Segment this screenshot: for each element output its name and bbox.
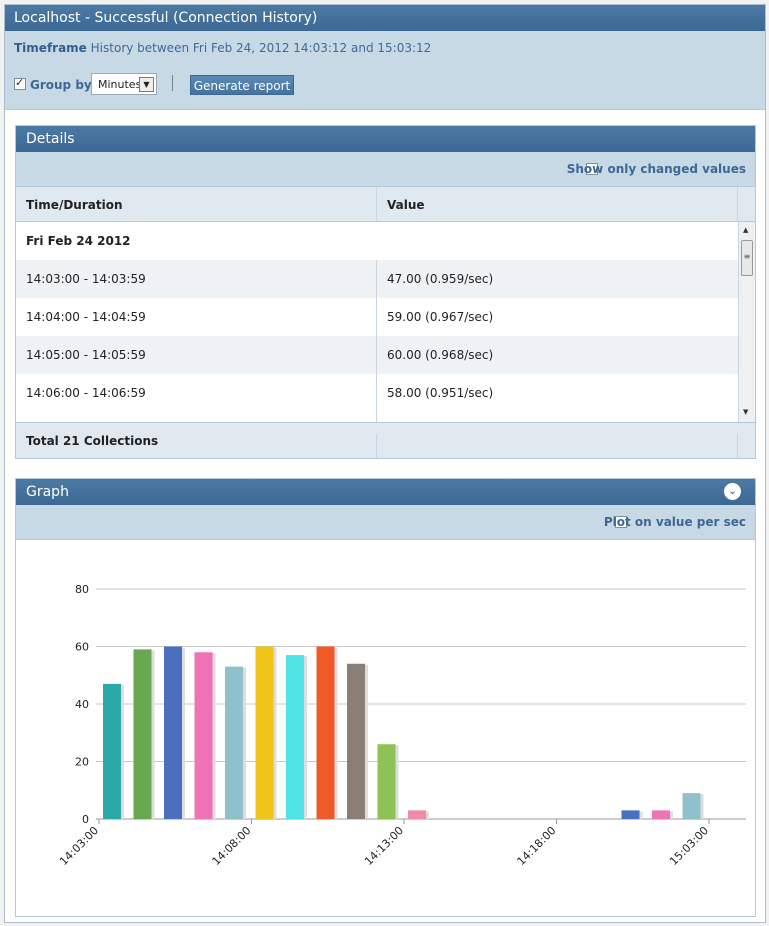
- show-changed-label[interactable]: Show only changed values: [566, 162, 746, 176]
- chevron-down-icon[interactable]: ▼: [139, 77, 154, 92]
- bar: [621, 810, 640, 819]
- table-row[interactable]: 14:04:00 - 14:04:59 59.00 (0.967/sec): [16, 298, 755, 336]
- timeframe-label: Timeframe: [14, 41, 87, 55]
- timeframe-text: History between Fri Feb 24, 2012 14:03:1…: [90, 41, 432, 55]
- bar: [286, 655, 304, 819]
- timeframe: Timeframe History between Fri Feb 24, 20…: [14, 41, 431, 55]
- graph-toolbar: Plot on value per sec: [16, 505, 755, 539]
- column-value[interactable]: Value: [387, 198, 425, 212]
- plot-per-sec-label[interactable]: Plot on value per sec: [603, 515, 746, 529]
- bar: [652, 810, 670, 819]
- bar: [316, 646, 335, 819]
- bar: [408, 810, 426, 819]
- window-title: Localhost - Successful (Connection Histo…: [5, 5, 765, 31]
- bar: [347, 663, 365, 819]
- y-tick-label: 40: [75, 698, 89, 711]
- group-by-value: Minutes: [98, 78, 142, 91]
- x-tick-label: 14:08:00: [209, 824, 253, 868]
- plot-per-sec-checkbox[interactable]: [615, 516, 627, 528]
- details-panel: Details Show only changed values Time/Du…: [15, 125, 756, 459]
- y-tick-label: 0: [82, 813, 89, 826]
- table-row[interactable]: 14:06:00 - 14:06:59 58.00 (0.951/sec): [16, 374, 755, 412]
- graph-header: Graph ⌄: [16, 479, 755, 505]
- group-by-row: Group by Minutes ▼ Generate report: [14, 71, 754, 95]
- table-footer: Total 21 Collections: [16, 422, 755, 458]
- total-collections: Total 21 Collections: [26, 434, 159, 448]
- content-area: Details Show only changed values Time/Du…: [5, 109, 765, 922]
- table-body: Fri Feb 24 2012 14:03:00 - 14:03:59 47.0…: [16, 222, 755, 422]
- graph-panel: Graph ⌄ Plot on value per sec 0 20 40 60 80 1…: [15, 478, 756, 917]
- collapse-icon[interactable]: ⌄: [724, 483, 741, 500]
- scroll-up-icon[interactable]: ▲: [743, 226, 749, 234]
- row-time: 14:05:00 - 14:05:59: [26, 348, 146, 362]
- table-row[interactable]: 14:03:00 - 14:03:59 47.00 (0.959/sec): [16, 260, 755, 298]
- show-changed-checkbox[interactable]: [586, 163, 598, 175]
- bar: [682, 793, 701, 819]
- column-divider: [737, 187, 738, 221]
- generate-report-button[interactable]: Generate report: [190, 75, 294, 95]
- row-value: 47.00 (0.959/sec): [387, 272, 494, 286]
- bar: [255, 646, 274, 819]
- column-divider: [376, 434, 377, 458]
- connection-history-window: Localhost - Successful (Connection Histo…: [4, 4, 766, 923]
- scroll-down-icon[interactable]: ▼: [743, 408, 749, 416]
- row-value: 59.00 (0.967/sec): [387, 310, 494, 324]
- row-value: 58.00 (0.951/sec): [387, 386, 494, 400]
- group-by-select[interactable]: Minutes ▼: [91, 73, 157, 95]
- x-tick-label: 14:13:00: [362, 824, 406, 868]
- bar: [194, 652, 213, 819]
- column-divider: [376, 260, 377, 422]
- bar: [103, 683, 121, 819]
- row-time: 14:06:00 - 14:06:59: [26, 386, 146, 400]
- row-time: 14:03:00 - 14:03:59: [26, 272, 146, 286]
- y-tick-label: 20: [75, 756, 89, 769]
- bar: [225, 666, 243, 819]
- column-divider: [737, 434, 738, 458]
- column-divider: [376, 187, 377, 221]
- divider: [172, 75, 173, 91]
- x-tick-label: 14:18:00: [514, 824, 558, 868]
- bar: [377, 744, 396, 819]
- date-row-label: Fri Feb 24 2012: [26, 234, 131, 248]
- column-time-duration[interactable]: Time/Duration: [26, 198, 123, 212]
- bar: [164, 646, 182, 819]
- chart-area: 0 20 40 60 80 14:03:00 14:08:00 14:13:00 14:18:0…: [16, 539, 755, 916]
- bar-chart: 0 20 40 60 80 14:03:00 14:08:00 14:13:00 14:18:0…: [57, 583, 746, 868]
- table-header: Time/Duration Value: [16, 186, 755, 222]
- x-tick-label: 15:03:00: [667, 824, 711, 868]
- group-by-checkbox[interactable]: [14, 76, 26, 90]
- y-tick-label: 60: [75, 641, 89, 654]
- details-toolbar: Show only changed values: [16, 152, 755, 186]
- table-scrollbar[interactable]: ▲ ≡ ▼: [738, 222, 755, 422]
- graph-title: Graph: [26, 484, 69, 500]
- group-by-label: Group by: [30, 78, 92, 92]
- table-row[interactable]: 14:05:00 - 14:05:59 60.00 (0.968/sec): [16, 336, 755, 374]
- bar: [133, 649, 152, 819]
- scroll-thumb[interactable]: ≡: [741, 240, 753, 276]
- row-time: 14:04:00 - 14:04:59: [26, 310, 146, 324]
- x-tick-label: 14:03:00: [57, 824, 101, 868]
- details-title: Details: [16, 126, 755, 152]
- row-value: 60.00 (0.968/sec): [387, 348, 494, 362]
- date-row: Fri Feb 24 2012: [16, 222, 755, 260]
- y-tick-label: 80: [75, 583, 89, 596]
